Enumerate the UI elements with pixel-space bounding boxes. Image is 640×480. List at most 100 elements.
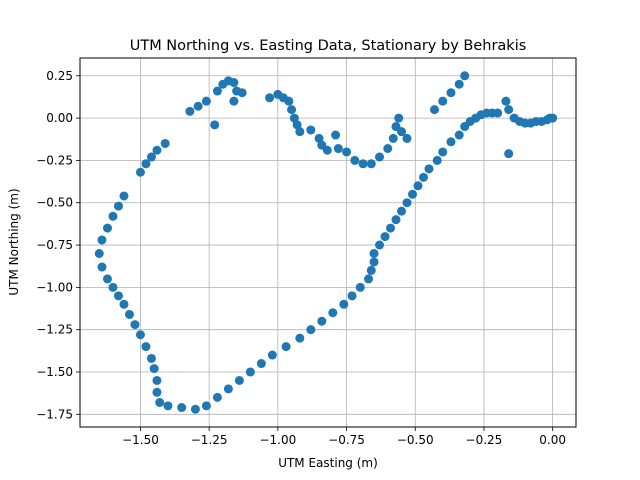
data-point <box>223 384 233 394</box>
data-point <box>281 342 291 352</box>
data-point <box>366 159 376 169</box>
data-point <box>295 127 305 137</box>
data-point <box>185 106 195 116</box>
y-tick-label: −0.50 <box>36 196 73 210</box>
data-point <box>210 120 220 130</box>
data-point <box>295 333 305 343</box>
data-point <box>322 145 332 155</box>
data-point <box>369 257 379 267</box>
data-point <box>397 127 407 137</box>
data-point <box>432 155 442 165</box>
x-tick-label: −1.00 <box>259 433 296 447</box>
data-point <box>155 397 165 407</box>
data-point <box>314 133 324 143</box>
data-point <box>328 308 338 318</box>
data-point <box>292 120 302 130</box>
data-point <box>504 149 514 159</box>
data-point <box>454 79 464 89</box>
data-point <box>504 105 514 115</box>
data-point <box>135 330 145 340</box>
data-point <box>152 145 162 155</box>
data-point <box>438 147 448 157</box>
data-point <box>245 367 255 377</box>
data-point <box>212 392 222 402</box>
data-point <box>141 159 151 169</box>
data-point <box>119 299 129 309</box>
y-axis-label: UTM Northing (m) <box>7 188 21 295</box>
data-point <box>108 282 118 292</box>
data-point <box>256 359 266 369</box>
data-point <box>388 133 398 143</box>
data-point <box>102 223 112 233</box>
data-points <box>94 71 558 414</box>
x-axis-ticks: −1.50 −1.25 −1.00 −0.75 −0.50 −0.25 0.00 <box>122 427 566 447</box>
data-point <box>193 101 203 111</box>
data-point <box>113 291 123 301</box>
data-point <box>501 96 511 106</box>
data-point <box>229 96 239 106</box>
x-tick-label: 0.00 <box>539 433 566 447</box>
data-point <box>124 309 134 319</box>
data-point <box>289 113 299 123</box>
grid <box>80 58 576 427</box>
data-point <box>509 113 519 123</box>
y-axis-ticks: −1.75 −1.50 −1.25 −1.00 −0.75 −0.50 −0.25 0.00 0… <box>36 69 80 421</box>
data-point <box>229 78 239 88</box>
data-point <box>418 172 428 182</box>
data-point <box>369 249 379 259</box>
data-point <box>267 350 277 360</box>
data-point <box>102 274 112 284</box>
y-tick-label: −0.25 <box>36 153 73 167</box>
data-point <box>380 232 390 242</box>
data-point <box>413 181 423 191</box>
y-tick-label: −1.50 <box>36 365 73 379</box>
data-point <box>364 274 374 284</box>
data-point <box>119 191 129 201</box>
data-point <box>429 105 439 115</box>
data-point <box>454 130 464 140</box>
data-point <box>394 113 404 123</box>
data-point <box>460 122 470 132</box>
data-point <box>265 93 275 103</box>
data-point <box>446 137 456 147</box>
data-point <box>446 88 456 98</box>
data-point <box>331 130 341 140</box>
chart-title: UTM Northing vs. Easting Data, Stationar… <box>130 38 527 54</box>
data-point <box>234 375 244 385</box>
data-point <box>317 316 327 326</box>
data-point <box>407 189 417 199</box>
data-point <box>177 403 187 413</box>
x-tick-label: −1.50 <box>122 433 159 447</box>
data-point <box>141 342 151 352</box>
data-point <box>287 105 297 115</box>
x-axis-label: UTM Easting (m) <box>278 456 378 470</box>
data-point <box>386 223 396 233</box>
y-tick-label: −1.00 <box>36 280 73 294</box>
data-point <box>333 144 343 154</box>
data-point <box>108 211 118 221</box>
data-point <box>339 299 349 309</box>
data-point <box>201 401 211 411</box>
data-point <box>97 235 107 245</box>
y-tick-label: −1.25 <box>36 323 73 337</box>
data-point <box>358 159 368 169</box>
x-tick-label: −0.75 <box>328 433 365 447</box>
data-point <box>146 353 156 363</box>
data-point <box>402 133 412 143</box>
x-tick-label: −0.50 <box>397 433 434 447</box>
y-tick-label: 0.25 <box>46 69 73 83</box>
data-point <box>113 201 123 211</box>
data-point <box>306 325 316 335</box>
data-point <box>284 96 294 106</box>
x-tick-label: −1.25 <box>191 433 228 447</box>
data-point <box>152 387 162 397</box>
data-point <box>347 291 357 301</box>
data-point <box>366 265 376 275</box>
plot-frame <box>79 57 577 428</box>
data-point <box>402 198 412 208</box>
data-point <box>130 320 140 330</box>
data-point <box>424 164 434 174</box>
y-tick-label: 0.00 <box>46 111 73 125</box>
data-point <box>342 147 352 157</box>
